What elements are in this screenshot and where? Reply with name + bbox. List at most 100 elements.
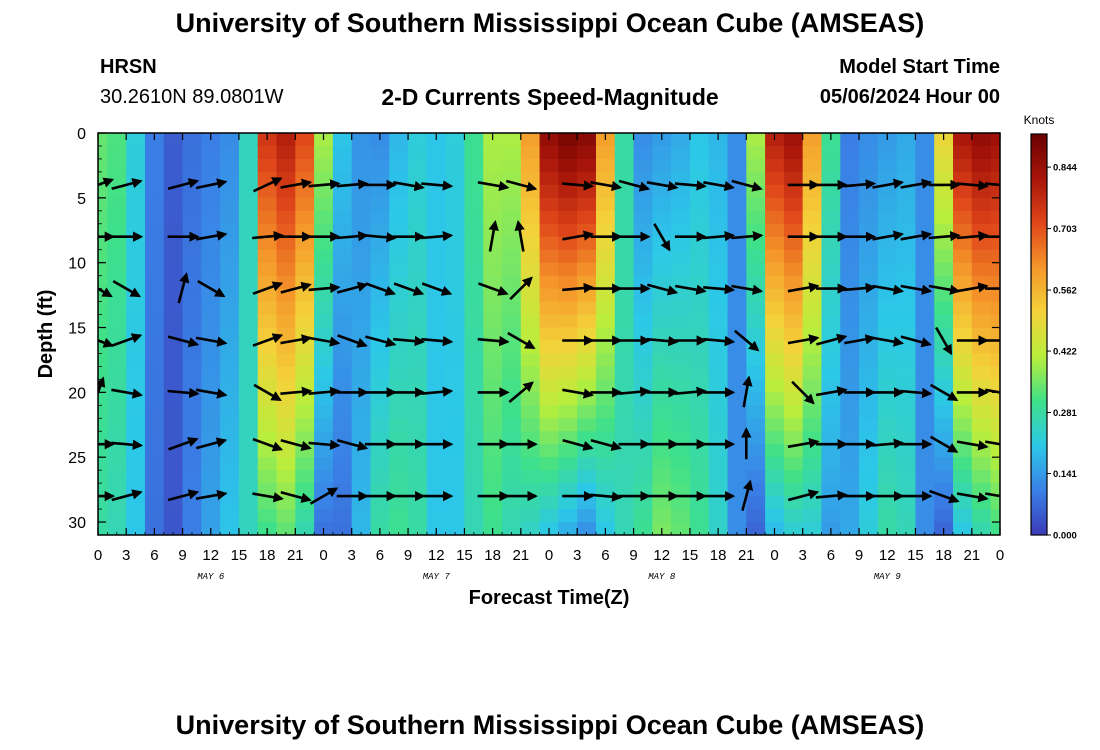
heatmap-cell: [765, 288, 785, 303]
heatmap-cell: [765, 171, 785, 186]
heatmap-cell: [802, 522, 823, 535]
heatmap-cell: [351, 197, 372, 212]
heatmap-cell: [934, 314, 954, 329]
heatmap-cell: [595, 353, 616, 368]
heatmap-cell: [577, 509, 597, 523]
heatmap-cell: [144, 457, 165, 471]
heatmap-cell: [595, 457, 616, 471]
current-vector-arrow: [477, 180, 510, 192]
heatmap-cell: [595, 184, 616, 199]
heatmap-cell: [633, 470, 653, 484]
heatmap-cell: [765, 210, 785, 225]
heatmap-cell: [332, 457, 353, 471]
colorbar-scale: [1030, 133, 1048, 536]
heatmap-cell: [257, 392, 278, 406]
station-id: HRSN: [100, 56, 157, 78]
heatmap-cell: [426, 405, 447, 419]
heatmap-cell: [389, 457, 409, 471]
heatmap-cell: [257, 301, 278, 316]
y-tick-label: 25: [68, 450, 86, 467]
heatmap-cell: [821, 223, 841, 238]
heatmap-cell: [351, 379, 372, 393]
heatmap-cell: [595, 418, 616, 432]
heatmap-cell: [689, 418, 710, 432]
heatmap-cell: [502, 522, 522, 535]
heatmap-cell: [633, 457, 653, 471]
heatmap-cell: [257, 340, 278, 355]
heatmap-cell: [783, 314, 804, 329]
heatmap-cell: [464, 522, 484, 535]
heatmap-cell: [708, 431, 729, 445]
heatmap-cell: [633, 158, 653, 173]
heatmap-cell: [426, 236, 447, 251]
heatmap-cell: [953, 327, 973, 342]
heatmap-cell: [389, 366, 409, 380]
heatmap-cell: [652, 197, 672, 212]
heatmap-cell: [408, 197, 428, 212]
heatmap-cell: [332, 418, 353, 432]
heatmap-cell: [483, 418, 503, 432]
heatmap-cell: [539, 210, 559, 225]
heatmap-cell: [201, 262, 221, 277]
heatmap-cell: [577, 418, 597, 432]
heatmap-cell: [614, 197, 635, 212]
heatmap-cell: [595, 509, 616, 523]
current-vector-arrow: [280, 281, 312, 294]
heatmap-cell: [163, 444, 184, 458]
heatmap-cell: [614, 483, 635, 497]
heatmap-cell: [276, 249, 296, 264]
heatmap-cell: [314, 496, 334, 510]
heatmap-cell: [520, 223, 541, 238]
heatmap-cell: [896, 418, 917, 432]
heatmap-cell: [98, 444, 108, 458]
heatmap-cell: [840, 314, 860, 329]
heatmap-cell: [652, 366, 672, 380]
current-vector-arrow: [900, 230, 933, 241]
heatmap-cell: [98, 184, 108, 199]
heatmap-cell: [577, 197, 597, 212]
heatmap-cell: [408, 444, 428, 458]
current-vector-arrow: [872, 230, 905, 241]
heatmap-cell: [332, 249, 353, 264]
heatmap-cell: [126, 184, 146, 199]
heatmap-cell: [464, 392, 484, 406]
heatmap-cell: [445, 405, 466, 419]
heatmap-cell: [934, 392, 954, 406]
heatmap-cell: [201, 301, 221, 316]
heatmap-cell: [144, 392, 165, 406]
heatmap-cell: [295, 366, 315, 380]
y-tick-label: 10: [68, 256, 86, 273]
heatmap-cell: [389, 483, 409, 497]
heatmap-cell: [859, 366, 879, 380]
heatmap-cell: [370, 197, 390, 212]
heatmap-cell: [652, 457, 672, 471]
heatmap-cell: [276, 457, 296, 471]
heatmap-cell: [558, 405, 578, 419]
heatmap-cell: [802, 197, 823, 212]
heatmap-cell: [445, 301, 466, 316]
heatmap-cell: [859, 405, 879, 419]
heatmap-cell: [765, 262, 785, 277]
heatmap-cell: [201, 314, 221, 329]
heatmap-cell: [821, 288, 841, 303]
x-tick-label: 6: [376, 547, 384, 564]
y-tick-label: 30: [68, 515, 86, 532]
heatmap-cell: [445, 314, 466, 329]
heatmap-cell: [840, 392, 860, 406]
heatmap-cell: [351, 522, 372, 535]
heatmap-cell: [238, 210, 259, 225]
heatmap-cell: [295, 522, 315, 535]
heatmap-cell: [464, 262, 484, 277]
current-vector-arrow: [872, 336, 905, 347]
heatmap-cell: [332, 197, 353, 212]
current-vector-arrow: [195, 178, 228, 190]
heatmap-cell: [464, 457, 484, 471]
current-vector-arrow: [562, 230, 595, 241]
heatmap-cell: [595, 236, 616, 251]
current-vector-arrow: [674, 180, 707, 191]
heatmap-cell: [238, 496, 259, 510]
heatmap-cell: [934, 418, 954, 432]
heatmap-cell: [144, 509, 165, 523]
heatmap-cell: [276, 379, 296, 393]
